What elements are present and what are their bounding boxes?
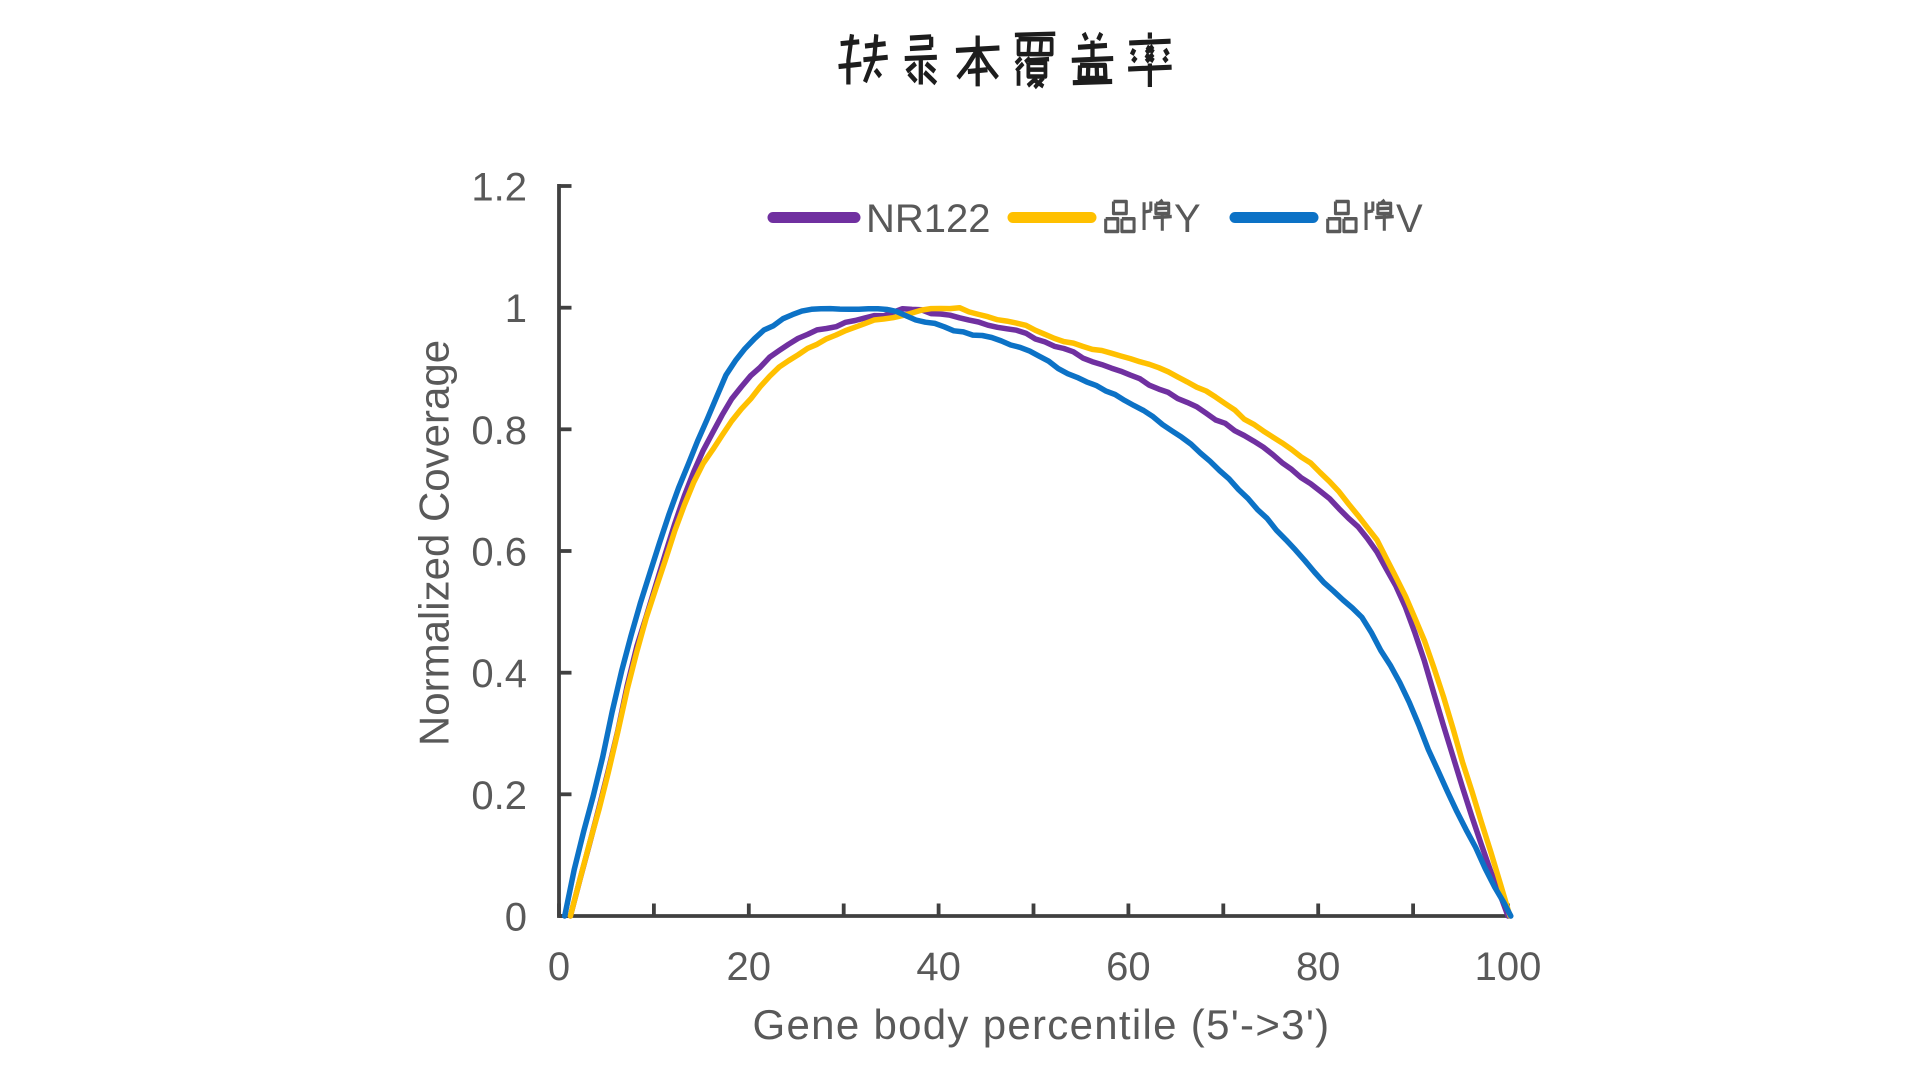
svg-text:1.2: 1.2 [471, 166, 527, 210]
svg-text:60: 60 [1106, 945, 1151, 989]
svg-text:Normalized Coverage: Normalized Coverage [411, 340, 458, 746]
svg-text:0.2: 0.2 [471, 774, 527, 818]
svg-text:0: 0 [505, 896, 527, 940]
svg-text:Y: Y [1174, 197, 1201, 241]
svg-text:80: 80 [1296, 945, 1341, 989]
svg-text:V: V [1396, 197, 1423, 241]
svg-text:100: 100 [1475, 945, 1542, 989]
svg-text:1: 1 [505, 287, 527, 331]
svg-text:NR122: NR122 [866, 197, 991, 241]
svg-text:0.6: 0.6 [471, 531, 527, 575]
svg-text:0: 0 [548, 945, 570, 989]
svg-text:Gene body percentile (5'->3'): Gene body percentile (5'->3') [753, 1001, 1331, 1048]
svg-text:20: 20 [727, 945, 772, 989]
svg-text:0.4: 0.4 [471, 652, 527, 696]
svg-text:40: 40 [916, 945, 961, 989]
svg-text:0.8: 0.8 [471, 409, 527, 453]
